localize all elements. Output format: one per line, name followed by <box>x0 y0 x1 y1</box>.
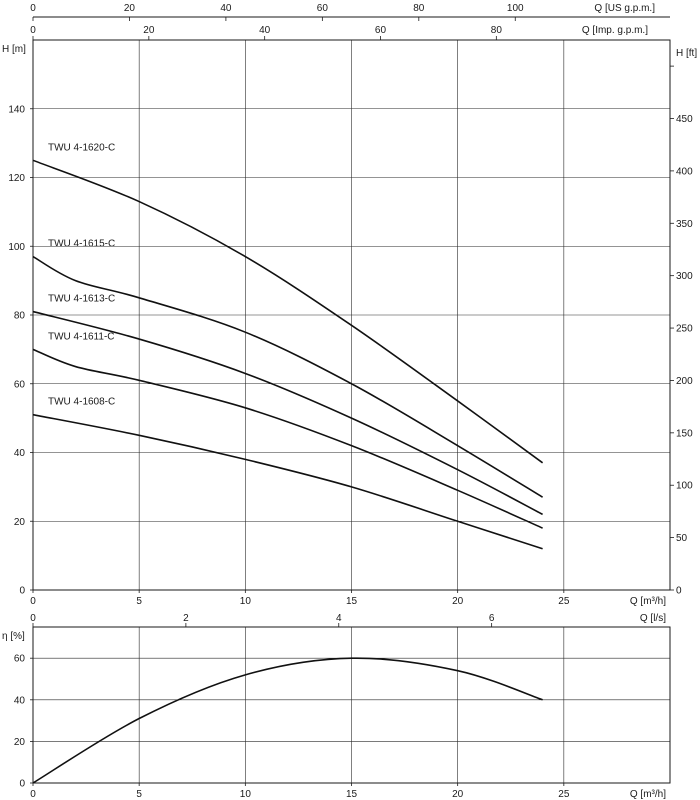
us-gpm-tick-label: 40 <box>220 3 232 14</box>
series-line-twu-4-1613-c <box>32 310 543 516</box>
head-x-axis-label: Q [m³/h] <box>630 596 666 607</box>
ft-tick-label: 450 <box>676 114 693 125</box>
ft-tick-label: 200 <box>676 376 693 387</box>
imp-gpm-tick-label: 20 <box>143 25 155 36</box>
eff-x-tick-label: 20 <box>452 789 464 800</box>
ft-tick-label: 50 <box>676 533 688 544</box>
us-gpm-tick-label: 20 <box>124 3 136 14</box>
ft-tick-label: 250 <box>676 324 693 335</box>
head-y-tick-label: 60 <box>14 379 26 390</box>
eff-x-tick-label: 10 <box>240 789 252 800</box>
series-label: TWU 4-1615-C <box>48 239 115 250</box>
ls-tick-label: 6 <box>489 613 495 624</box>
ft-tick-label: 400 <box>676 166 693 177</box>
series-label: TWU 4-1613-C <box>48 294 115 305</box>
head-y-tick-label: 20 <box>14 517 26 528</box>
head-x-tick-label: 15 <box>346 596 358 607</box>
eff-x-axis-label: Q [m³/h] <box>630 789 666 800</box>
ft-tick-label: 100 <box>676 481 693 492</box>
efficiency-curve-line <box>32 657 543 784</box>
ls-tick-label: 4 <box>336 613 342 624</box>
head-y-tick-label: 100 <box>8 242 25 253</box>
head-y-tick-label: 0 <box>19 586 25 597</box>
series-label: TWU 4-1608-C <box>48 397 115 408</box>
ft-axis-label: H [ft] <box>676 48 697 59</box>
ft-tick-label: 300 <box>676 271 693 282</box>
series-line-twu-4-1608-c <box>32 413 543 550</box>
eff-x-tick-label: 0 <box>30 789 36 800</box>
head-y-tick-label: 80 <box>14 311 26 322</box>
eff-y-tick-label: 40 <box>14 695 26 706</box>
head-x-tick-label: 10 <box>240 596 252 607</box>
head-y-axis-label: H [m] <box>2 44 26 55</box>
ft-tick-label: 150 <box>676 428 693 439</box>
eff-x-tick-label: 15 <box>346 789 358 800</box>
us-gpm-tick-label: 60 <box>317 3 329 14</box>
imp-gpm-tick-label: 60 <box>375 25 387 36</box>
head-x-tick-label: 0 <box>30 596 36 607</box>
head-x-tick-label: 25 <box>558 596 570 607</box>
ls-tick-label: 2 <box>183 613 189 624</box>
head-y-tick-label: 140 <box>8 104 25 115</box>
eff-y-axis-label: η [%] <box>2 631 25 642</box>
imp-gpm-tick-label: 0 <box>30 25 36 36</box>
ls-axis-label: Q [l/s] <box>640 613 666 624</box>
ft-tick-label: 350 <box>676 219 693 230</box>
eff-x-tick-label: 5 <box>136 789 142 800</box>
series-line-twu-4-1620-c <box>32 159 544 464</box>
series-label: TWU 4-1611-C <box>48 331 115 342</box>
us-gpm-tick-label: 80 <box>413 3 425 14</box>
head-y-tick-label: 120 <box>8 173 25 184</box>
eff-y-tick-label: 20 <box>14 737 26 748</box>
eff-y-tick-label: 60 <box>14 654 26 665</box>
head-x-tick-label: 20 <box>452 596 464 607</box>
series-line-twu-4-1611-c <box>32 348 543 529</box>
head-y-tick-label: 40 <box>14 448 26 459</box>
us-gpm-axis-label: Q [US g.p.m.] <box>594 3 655 14</box>
ft-tick-label: 0 <box>676 586 682 597</box>
eff-x-tick-label: 25 <box>558 789 570 800</box>
head-x-tick-label: 5 <box>136 596 142 607</box>
series-label: TWU 4-1620-C <box>48 142 115 153</box>
ls-tick-label: 0 <box>30 613 36 624</box>
eff-y-tick-label: 0 <box>19 779 25 790</box>
series-line-twu-4-1615-c <box>32 255 544 498</box>
us-gpm-tick-label: 0 <box>30 3 36 14</box>
us-gpm-tick-label: 100 <box>507 3 524 14</box>
imp-gpm-tick-label: 80 <box>491 25 503 36</box>
imp-gpm-axis-label: Q [Imp. g.p.m.] <box>582 25 648 36</box>
imp-gpm-tick-label: 40 <box>259 25 271 36</box>
